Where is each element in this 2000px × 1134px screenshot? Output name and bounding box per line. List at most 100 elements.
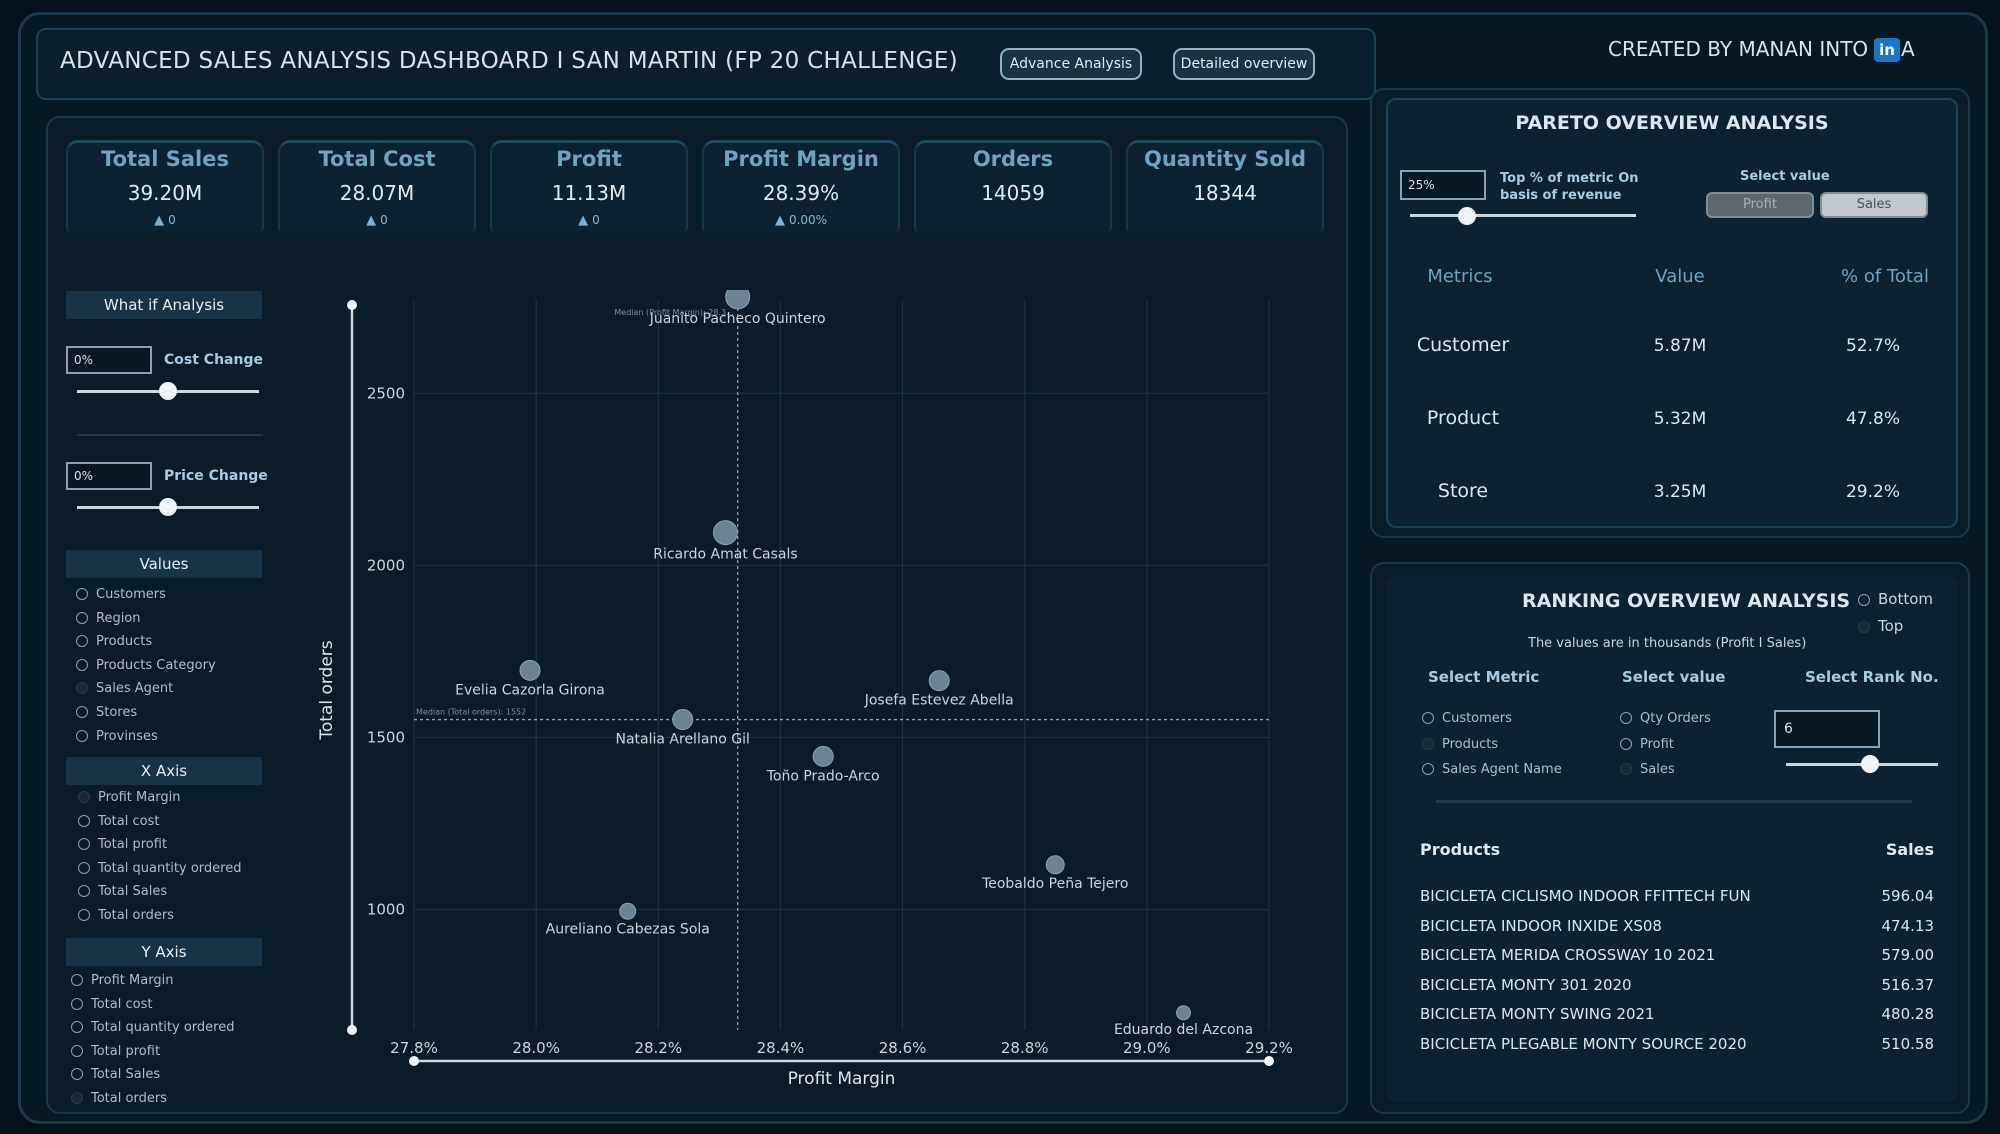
rank-bottom-option[interactable]: Bottom xyxy=(1858,590,1933,608)
x-axis-option[interactable]: Total quantity ordered xyxy=(78,860,241,878)
title-bar xyxy=(36,28,1376,100)
price-change-slider-handle[interactable] xyxy=(159,498,177,516)
y-axis-option-label: Profit Margin xyxy=(91,973,174,988)
top-percent-input[interactable]: 25% xyxy=(1400,170,1486,200)
product-name: BICICLETA MONTY 301 2020 xyxy=(1420,975,1632,994)
top-percent-slider[interactable] xyxy=(1410,214,1636,217)
values-option[interactable]: Stores xyxy=(76,704,137,722)
rank-value-option-label: Sales xyxy=(1640,762,1675,777)
x-axis-option[interactable]: Total Sales xyxy=(78,883,167,901)
radio-icon xyxy=(1422,712,1434,724)
values-option[interactable]: Products Category xyxy=(76,657,216,675)
y-axis-option[interactable]: Total cost xyxy=(71,996,152,1014)
pareto-col-percent: % of Total xyxy=(1841,266,1929,287)
select-value-rank-label: Select value xyxy=(1622,668,1726,686)
price-change-input[interactable]: 0% xyxy=(66,462,152,490)
values-option[interactable]: Region xyxy=(76,610,141,628)
product-name: BICICLETA INDOOR INXIDE XS08 xyxy=(1420,916,1662,935)
up-triangle-icon: ▲ xyxy=(366,213,377,228)
x-axis-header: X Axis xyxy=(66,757,262,785)
linkedin-icon[interactable]: in xyxy=(1874,38,1900,62)
rank-metric-option[interactable]: Customers xyxy=(1422,710,1512,728)
rank-metric-option[interactable]: Sales Agent Name xyxy=(1422,761,1562,779)
x-axis-option[interactable]: Profit Margin xyxy=(78,789,180,807)
rank-value-option[interactable]: Profit xyxy=(1620,736,1674,754)
x-axis-option[interactable]: Total orders xyxy=(78,907,174,925)
rank-value-option-label: Qty Orders xyxy=(1640,711,1711,726)
pareto-percent: 29.2% xyxy=(1845,482,1900,502)
pareto-value: 5.32M xyxy=(1653,409,1707,429)
radio-icon xyxy=(1422,763,1434,775)
x-range-handle-right[interactable] xyxy=(1264,1056,1274,1066)
y-range-handle-top[interactable] xyxy=(347,300,357,310)
x-axis-option-label: Total cost xyxy=(98,813,160,829)
product-name: BICICLETA MERIDA CROSSWAY 10 2021 xyxy=(1420,946,1716,964)
y-range-handle-bottom[interactable] xyxy=(347,1025,357,1035)
y-axis-option[interactable]: Total quantity ordered xyxy=(71,1019,234,1037)
sales-toggle-button[interactable]: Sales xyxy=(1820,192,1928,218)
radio-icon xyxy=(76,611,88,624)
scatter-point[interactable] xyxy=(672,709,694,731)
x-axis-option[interactable]: Total profit xyxy=(78,836,167,854)
scatter-point[interactable] xyxy=(1045,855,1065,875)
rank-metric-option-label: Products xyxy=(1442,736,1499,752)
list-item: BICICLETA MONTY 301 2020 516.37 xyxy=(1420,976,1934,998)
cost-change-input[interactable]: 0% xyxy=(66,346,152,374)
advance-analysis-button[interactable]: Advance Analysis xyxy=(1000,48,1142,80)
cost-change-slider-handle[interactable] xyxy=(159,382,177,400)
ranking-card xyxy=(1386,576,1958,1102)
rank-metric-option[interactable]: Products xyxy=(1422,736,1498,754)
radio-icon xyxy=(76,635,88,648)
kpi-label: Orders xyxy=(972,147,1054,171)
radio-icon xyxy=(71,1068,83,1081)
y-axis-option-label: Total Sales xyxy=(91,1067,161,1083)
kpi-card: Total Cost 28.07M ▲ 0 xyxy=(278,140,476,232)
select-metric-label: Select Metric xyxy=(1428,668,1540,686)
scatter-point[interactable] xyxy=(812,745,834,767)
values-option[interactable]: Products xyxy=(76,633,152,651)
values-option[interactable]: Customers xyxy=(76,586,166,604)
radio-icon xyxy=(78,885,90,898)
detailed-overview-button[interactable]: Detailed overview xyxy=(1173,48,1315,80)
kpi-delta: ▲ 0 xyxy=(280,213,474,228)
y-axis-option[interactable]: Total profit xyxy=(71,1043,160,1061)
y-axis-option[interactable]: Total Sales xyxy=(71,1066,160,1084)
pareto-metric: Customer xyxy=(1416,334,1510,356)
rank-slider-handle[interactable] xyxy=(1860,755,1879,773)
x-tick-label: 28.2% xyxy=(634,1039,682,1057)
kpi-value: 11.13M xyxy=(551,181,627,205)
list-item: BICICLETA CICLISMO INDOOR FFITTECH FUN 59… xyxy=(1420,887,1934,909)
list-item: BICICLETA MERIDA CROSSWAY 10 2021 579.00 xyxy=(1420,946,1934,968)
kpi-delta-value: 0.00% xyxy=(788,213,828,227)
y-axis-option[interactable]: Total orders xyxy=(71,1090,167,1108)
pareto-table-header xyxy=(1388,256,1956,300)
list-header-sales: Sales xyxy=(1885,840,1934,859)
radio-icon xyxy=(76,729,88,742)
scatter-point[interactable] xyxy=(519,659,541,681)
radio-icon xyxy=(78,791,90,803)
scatter-point[interactable] xyxy=(928,670,950,692)
list-item: BICICLETA PLEGABLE MONTY SOURCE 2020 510.… xyxy=(1420,1035,1934,1057)
pareto-value: 5.87M xyxy=(1653,336,1707,356)
pareto-percent: 47.8% xyxy=(1845,409,1900,429)
rank-value-option[interactable]: Sales xyxy=(1620,761,1675,779)
scatter-point[interactable] xyxy=(712,520,738,546)
profit-toggle-button[interactable]: Profit xyxy=(1706,192,1814,218)
rank-value-option[interactable]: Qty Orders xyxy=(1620,710,1711,728)
values-option[interactable]: Sales Agent xyxy=(76,680,173,698)
radio-icon xyxy=(78,861,90,874)
top-percent-label: Top % of metric On basis of revenue xyxy=(1500,171,1639,203)
scatter-point[interactable] xyxy=(619,902,637,920)
y-axis-option[interactable]: Profit Margin xyxy=(71,972,173,990)
top-percent-slider-handle[interactable] xyxy=(1457,207,1476,225)
x-tick-label: 27.8% xyxy=(390,1039,438,1057)
created-by-suffix: A xyxy=(1901,37,1915,61)
scatter-point[interactable] xyxy=(1176,1005,1191,1021)
rank-top-option[interactable]: Top xyxy=(1858,617,1903,635)
x-axis-option[interactable]: Total cost xyxy=(78,813,159,831)
scatter-point[interactable] xyxy=(725,290,751,310)
rank-number-input[interactable]: 6 xyxy=(1774,710,1880,748)
radio-icon xyxy=(71,974,83,986)
values-option[interactable]: Provinses xyxy=(76,728,158,746)
x-range-handle-left[interactable] xyxy=(409,1056,419,1066)
